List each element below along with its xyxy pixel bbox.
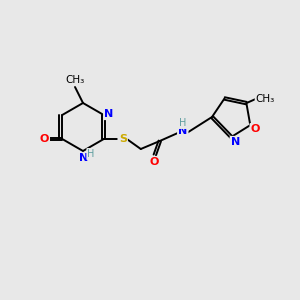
- Text: CH₃: CH₃: [65, 75, 85, 85]
- Text: O: O: [40, 134, 49, 144]
- Text: O: O: [149, 157, 158, 167]
- Text: CH₃: CH₃: [256, 94, 275, 104]
- Text: H: H: [87, 149, 95, 159]
- Text: N: N: [104, 109, 113, 119]
- Text: H: H: [179, 118, 187, 128]
- Text: O: O: [250, 124, 260, 134]
- Text: N: N: [178, 126, 188, 136]
- Text: S: S: [119, 134, 127, 144]
- Text: N: N: [231, 137, 240, 147]
- Text: N: N: [80, 153, 88, 163]
